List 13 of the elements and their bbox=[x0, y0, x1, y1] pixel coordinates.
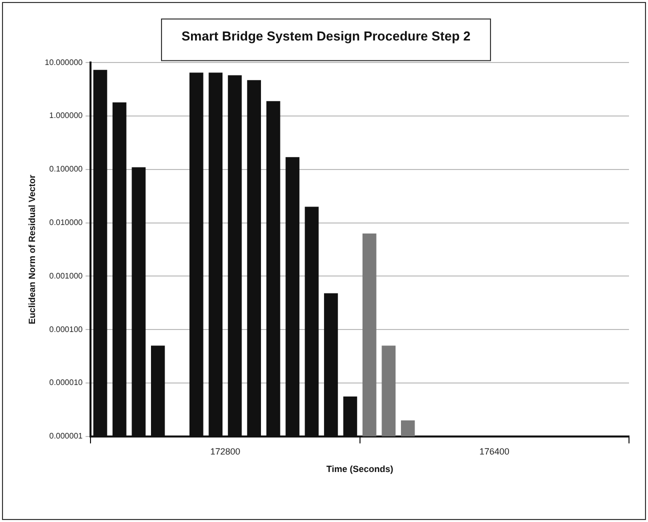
x-axis-title: Time (Seconds) bbox=[326, 464, 394, 474]
y-tick-label: 1.000000 bbox=[49, 111, 84, 120]
y-tick-label: 0.100000 bbox=[49, 164, 84, 174]
y-tick-label: 0.000100 bbox=[49, 324, 84, 334]
y-tick-label: 0.001000 bbox=[49, 271, 84, 280]
x-tick-label: 176400 bbox=[479, 446, 510, 456]
y-tick-label: 0.000001 bbox=[49, 432, 84, 441]
x-tick-label: 172800 bbox=[210, 446, 240, 456]
y-tick-label: 10.000000 bbox=[44, 58, 84, 67]
y-tick-label: 0.000010 bbox=[49, 378, 84, 388]
y-axis-title: Euclidean Norm of Residual Vector bbox=[26, 174, 37, 324]
chart-title: Smart Bridge System Design Procedure Step 2 bbox=[182, 28, 470, 44]
y-tick-label: 0.010000 bbox=[49, 218, 84, 228]
